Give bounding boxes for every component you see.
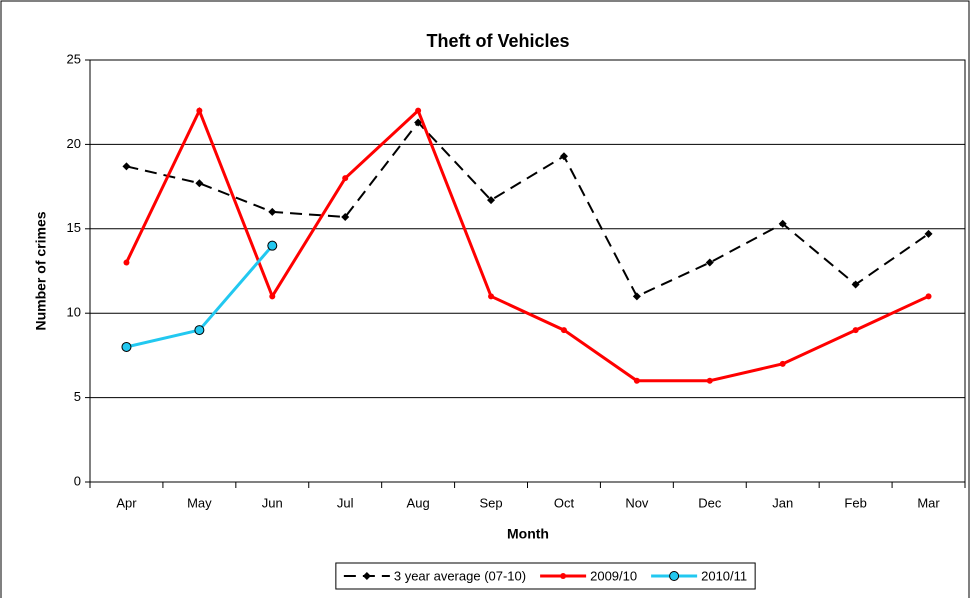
series-line xyxy=(125,106,930,383)
x-tick-label: Dec xyxy=(698,495,722,510)
x-tick-label: Apr xyxy=(116,495,137,510)
marker xyxy=(414,118,423,127)
series-line xyxy=(126,120,930,298)
legend-label: 2009/10 xyxy=(590,568,637,583)
marker xyxy=(267,240,278,251)
legend-label: 3 year average (07-10) xyxy=(394,568,526,583)
marker xyxy=(925,293,932,300)
y-tick-label: 10 xyxy=(67,305,81,320)
marker xyxy=(779,360,786,367)
marker xyxy=(415,107,422,114)
x-tick-label: Jan xyxy=(772,495,793,510)
y-tick-label: 20 xyxy=(67,136,81,151)
marker xyxy=(341,212,350,221)
marker xyxy=(123,259,130,266)
marker xyxy=(632,292,641,301)
marker xyxy=(342,175,349,182)
x-tick-label: Mar xyxy=(917,495,940,510)
legend-marker xyxy=(560,573,567,579)
marker xyxy=(633,377,640,384)
x-tick-label: Nov xyxy=(625,495,649,510)
marker xyxy=(195,179,204,188)
marker xyxy=(924,229,933,238)
marker xyxy=(196,107,203,114)
x-tick-label: Jul xyxy=(337,495,354,510)
y-tick-label: 0 xyxy=(74,473,81,488)
legend-marker xyxy=(669,571,680,581)
marker xyxy=(559,152,568,161)
marker xyxy=(705,258,714,267)
marker xyxy=(488,293,495,300)
marker xyxy=(852,327,859,334)
x-tick-label: Aug xyxy=(407,495,430,510)
x-axis-title: Month xyxy=(507,526,549,542)
y-tick-label: 5 xyxy=(74,389,81,404)
y-axis-title: Number of crimes xyxy=(33,211,49,330)
legend-label: 2010/11 xyxy=(701,568,747,583)
marker xyxy=(268,207,277,216)
x-tick-label: Jun xyxy=(262,495,283,510)
x-tick-label: Oct xyxy=(554,495,575,510)
marker xyxy=(560,327,567,334)
chart-title: Theft of Vehicles xyxy=(426,31,569,51)
legend-marker xyxy=(362,572,371,580)
marker xyxy=(706,377,713,384)
marker xyxy=(269,293,276,300)
y-tick-label: 25 xyxy=(67,51,81,66)
marker xyxy=(122,162,131,171)
marker xyxy=(487,196,496,205)
marker xyxy=(851,280,860,289)
y-tick-label: 15 xyxy=(67,220,81,235)
marker xyxy=(194,325,205,336)
x-tick-label: Sep xyxy=(479,495,502,510)
plot-area-border xyxy=(89,59,966,483)
x-tick-label: Feb xyxy=(844,495,866,510)
marker xyxy=(778,219,787,228)
marker xyxy=(121,341,132,352)
legend: 3 year average (07-10) 2009/10 2010/11 xyxy=(335,562,756,590)
x-tick-label: May xyxy=(187,495,212,510)
